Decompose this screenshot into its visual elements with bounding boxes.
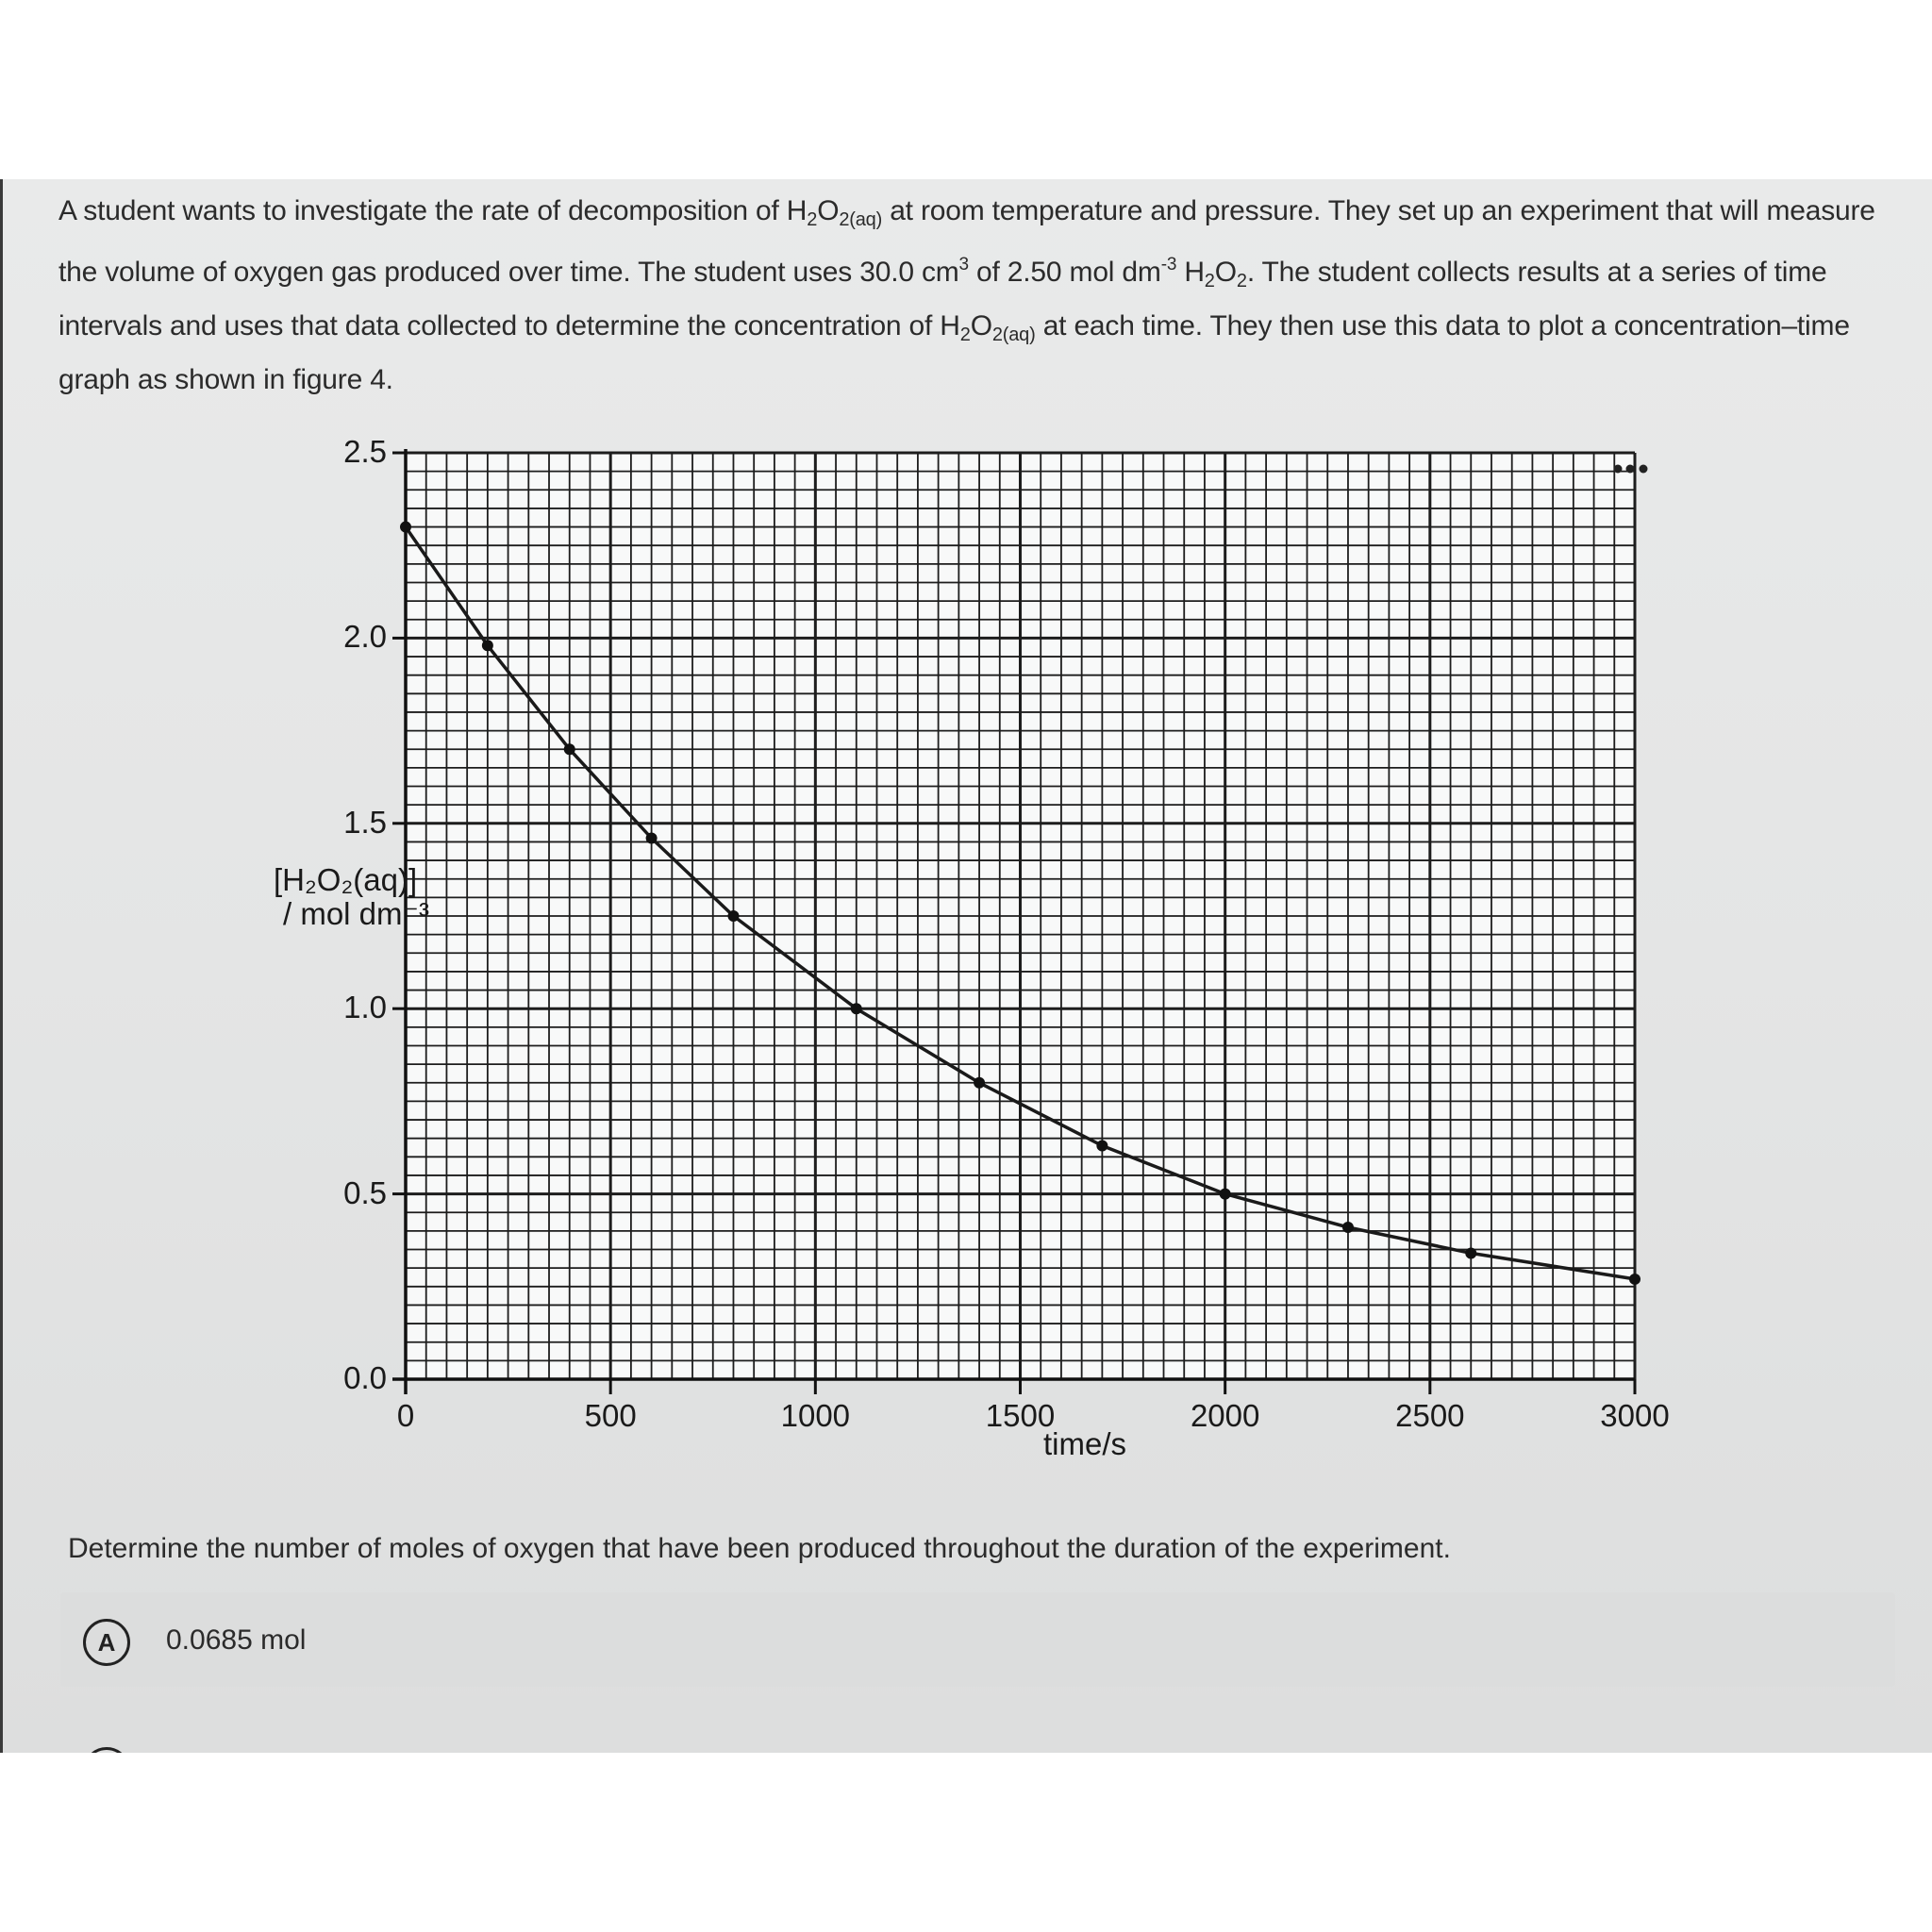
option-letter-badge bbox=[83, 1747, 130, 1753]
y-tick-label: 0.0 bbox=[343, 1360, 387, 1395]
card-edge bbox=[0, 179, 3, 1753]
data-point bbox=[563, 743, 575, 756]
data-point bbox=[1341, 1221, 1354, 1233]
data-point bbox=[850, 1003, 862, 1015]
question-intro: A student wants to investigate the rate … bbox=[58, 195, 1875, 395]
data-curve bbox=[400, 464, 1648, 1285]
data-point bbox=[481, 640, 493, 652]
x-tick-label: 0 bbox=[396, 1398, 415, 1433]
data-point bbox=[400, 521, 411, 533]
option-text: 0.0685 mol bbox=[166, 1624, 307, 1656]
data-point bbox=[1219, 1188, 1231, 1200]
y-tick-label: 2.5 bbox=[343, 434, 387, 469]
answer-option-a[interactable]: A 0.0685 mol bbox=[60, 1592, 1895, 1687]
x-tick-label: 3000 bbox=[1600, 1398, 1670, 1433]
data-point bbox=[1465, 1247, 1477, 1259]
x-tick-label: 1000 bbox=[780, 1398, 851, 1433]
data-point bbox=[974, 1076, 986, 1089]
x-tick-label: 2000 bbox=[1190, 1398, 1260, 1433]
y-tick-label: 0.5 bbox=[343, 1174, 387, 1210]
x-tick-label: 500 bbox=[584, 1398, 637, 1433]
data-point bbox=[1629, 1273, 1641, 1285]
y-tick-label: 2.0 bbox=[343, 619, 387, 655]
data-point bbox=[645, 832, 658, 844]
x-tick-label: 1500 bbox=[985, 1398, 1056, 1433]
data-point bbox=[1096, 1140, 1108, 1152]
option-letter-badge: A bbox=[83, 1619, 130, 1666]
y-tick-label: 1.0 bbox=[343, 990, 387, 1025]
question-prompt: Determine the number of moles of oxygen … bbox=[68, 1533, 1451, 1564]
y-axis-label: [H₂O₂(aq)] / mol dm⁻³ bbox=[274, 862, 429, 931]
y-tick-label: 1.5 bbox=[343, 804, 387, 840]
data-point bbox=[727, 910, 740, 922]
x-tick-label: 2500 bbox=[1395, 1398, 1465, 1433]
x-axis-label: time/s bbox=[1042, 1426, 1126, 1461]
answer-option-b[interactable] bbox=[60, 1696, 1895, 1753]
chart-grid bbox=[392, 449, 1637, 1394]
